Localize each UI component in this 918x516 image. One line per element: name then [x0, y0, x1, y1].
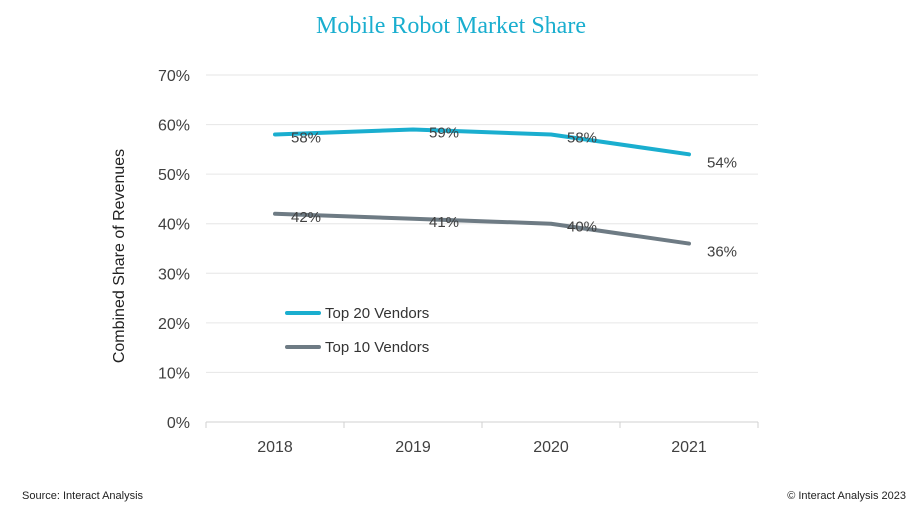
data-label: 40% — [567, 219, 597, 236]
x-tick-label: 2018 — [257, 439, 293, 456]
y-tick-label: 60% — [158, 118, 190, 135]
data-label: 58% — [291, 129, 321, 146]
source-note: Source: Interact Analysis — [22, 490, 144, 502]
data-label: 41% — [429, 214, 459, 231]
y-axis-ticks: 0% 10% 20% 30% 40% 50% 60% 70% — [158, 68, 190, 432]
data-label: 42% — [291, 209, 321, 226]
data-label: 36% — [707, 244, 737, 261]
series-line-2 — [273, 211, 691, 246]
copyright-note: © Interact Analysis 2023 — [787, 490, 906, 502]
y-tick-label: 0% — [167, 415, 190, 432]
gridlines — [206, 74, 758, 423]
y-tick-label: 40% — [158, 217, 190, 234]
series-line-1 — [273, 127, 691, 157]
x-tick-label: 2020 — [533, 439, 569, 456]
x-tick-label: 2019 — [395, 439, 431, 456]
data-label: 58% — [567, 129, 597, 146]
chart-title: Mobile Robot Market Share — [316, 13, 586, 39]
legend: Top 20 Vendors Top 10 Vendors — [285, 305, 429, 356]
data-label: 59% — [429, 125, 459, 142]
y-tick-label: 50% — [158, 167, 190, 184]
y-tick-label: 10% — [158, 365, 190, 382]
y-tick-label: 20% — [158, 316, 190, 333]
legend-label: Top 10 Vendors — [325, 339, 429, 356]
series-lines: 58% 59% 58% 54% 42% 41% 40% 36% — [273, 125, 737, 261]
x-tick-label: 2021 — [671, 439, 707, 456]
y-tick-label: 30% — [158, 266, 190, 283]
y-tick-label: 70% — [158, 68, 190, 85]
y-axis-label: Combined Share of Revenues — [111, 149, 128, 363]
legend-label: Top 20 Vendors — [325, 305, 429, 322]
x-axis-ticks: 2018 2019 2020 2021 — [205, 422, 759, 456]
data-label: 54% — [707, 154, 737, 171]
